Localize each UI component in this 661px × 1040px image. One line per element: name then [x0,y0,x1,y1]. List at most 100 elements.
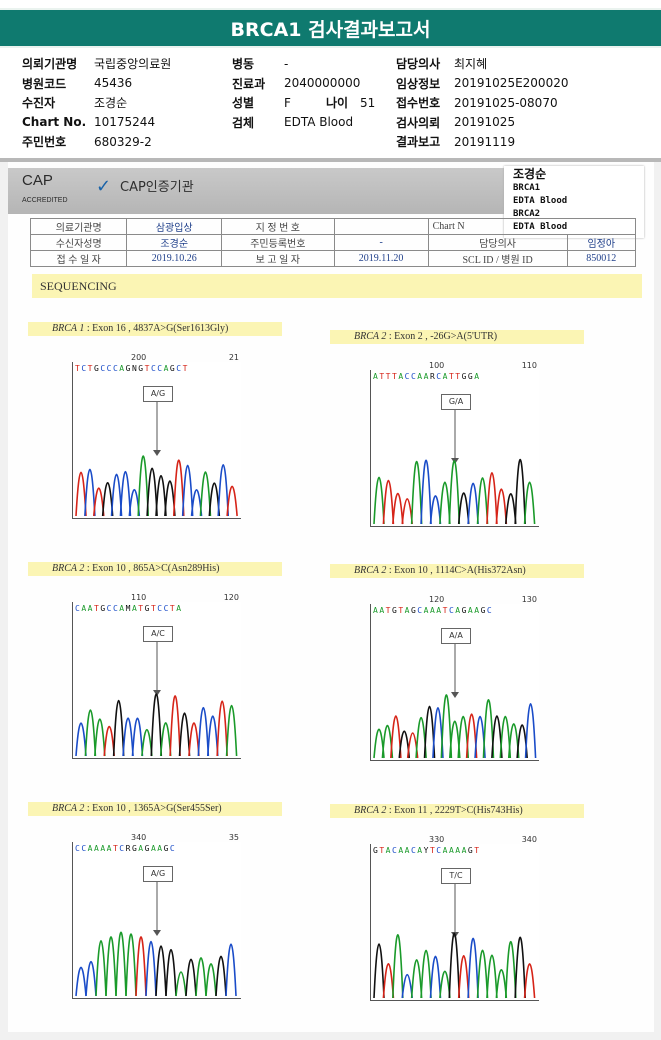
base-letter: G [467,372,475,381]
base-letter: A [100,844,107,853]
position-label: 130 [521,595,537,604]
trace-peak [429,956,442,999]
base-letter: C [486,606,494,615]
base-letter: A [436,606,443,615]
info-label: 접수번호 [396,96,441,111]
chromatogram: 120 130 AATGTAGCAAATCAGAAGC A/A [370,595,539,761]
trace-plot [75,642,238,757]
variant-desc: : Exon 16 , 4837A>G(Ser1613Gly) [84,323,229,334]
trace-peak [199,471,212,517]
trace-peak [457,955,470,999]
base-sequence: CCAAAATCRGAGAAGC [75,844,176,853]
chromatogram: 200 21 TCTGCCCAGNGTCCAGCT A/G [72,353,241,519]
trace-peak [115,931,127,997]
info-row: 주민번호 680329-2 결과보고 20191119 [22,132,642,152]
trace-plot [373,884,536,999]
base-letter: A [150,844,158,853]
chromatogram-panel: BRCA 2 : Exon 11 , 2229T>C(His743His) 330… [330,804,584,1010]
base-letter: T [169,604,177,613]
base-letter: G [144,604,151,613]
position-label: 100 [429,361,445,370]
base-letter: C [81,364,88,373]
base-letter: T [150,604,158,613]
info-value: 국립중앙의료원 [94,57,172,72]
trace-peak [178,712,191,757]
table-cell: 지 정 번 호 [221,218,335,235]
info-value: - [284,56,289,71]
base-letter: A [176,604,183,613]
genotype-call: A/G [143,866,173,882]
gene-name: BRCA 2 [52,803,85,814]
trace-plot [75,402,238,517]
trace-plot [373,644,537,759]
trace-peak [499,716,512,759]
base-letter: A [81,604,88,613]
base-letter: C [157,364,164,373]
info-value: 최지혜 [454,57,488,72]
gene-name: BRCA 2 [52,563,85,574]
base-letter: G [93,364,101,373]
base-letter: G [480,606,487,615]
info-value: 45436 [94,76,133,91]
base-letter: A [87,604,94,613]
trace-peak [95,940,107,997]
variant-desc: : Exon 10 , 865A>C(Asn289His) [84,563,220,574]
base-letter: R [429,372,437,381]
trace-peak [523,481,536,525]
position-label: 340 [131,833,147,842]
base-letter: A [398,372,405,381]
variant-title: BRCA 1 : Exon 16 , 4837A>G(Ser1613Gly) [28,322,282,336]
info-row: 의뢰기관명 국립중앙의료원 병동 - 담당의사 최지혜 [22,54,642,74]
table-cell: 임정아 [566,234,637,251]
base-letter: N [131,364,139,373]
base-letter: C [417,606,424,615]
chromatogram-panel: BRCA 2 : Exon 10 , 865A>C(Asn289His) 110 1… [28,562,282,768]
table-cell: 보 고 일 자 [221,250,335,267]
chromatogram-panel: BRCA 2 : Exon 10 , 1365A>G(Ser455Ser) 340… [28,802,282,1008]
trace-peak [205,963,217,997]
trace-peak [439,970,451,999]
position-label: 120 [429,595,445,604]
trace-peak [476,949,489,999]
info-label: 병동 [232,57,255,72]
trace-peak [504,941,517,999]
trace-peak [467,937,479,999]
info-value: 51 [360,96,376,111]
gene-name: BRCA 2 [354,331,387,342]
base-letter: A [455,606,462,615]
chromatogram: 110 120 CAATGCCAMATGTCCTA A/C [72,593,241,759]
base-letter: A [138,844,145,853]
trace-peak [440,694,453,759]
trace-peak [514,936,526,999]
info-label: 성별 [232,96,255,111]
trace-peak [195,957,207,997]
base-letter: T [75,364,82,373]
trace-peak [429,495,442,525]
info-label: 검체 [232,115,255,130]
position-label: 200 [131,353,147,362]
base-letter: T [442,606,449,615]
trace-peak [457,492,470,525]
trace-peak [486,471,498,525]
trace-peak [155,475,167,517]
base-letter: T [379,372,386,381]
info-value: 조경순 [94,96,128,111]
trace-peak [420,949,432,999]
trace-peak [495,969,508,999]
trace-peak [137,455,150,517]
position-label: 35 [228,833,239,842]
trace-peak [215,955,227,997]
info-value: 20191025 [454,115,516,130]
trace-peak [448,460,461,525]
variant-title: BRCA 2 : Exon 10 , 1365A>G(Ser455Ser) [28,802,282,816]
trace-peak [185,958,197,997]
table-cell: SCL ID / 병원 ID [427,250,568,267]
trace-peak [206,715,219,757]
base-letter: T [379,846,386,855]
base-letter: A [157,844,164,853]
position-label: 330 [429,835,445,844]
base-letter: A [119,364,126,373]
trace-peak [105,936,117,997]
base-letter: G [391,606,399,615]
base-letter: C [75,844,82,853]
